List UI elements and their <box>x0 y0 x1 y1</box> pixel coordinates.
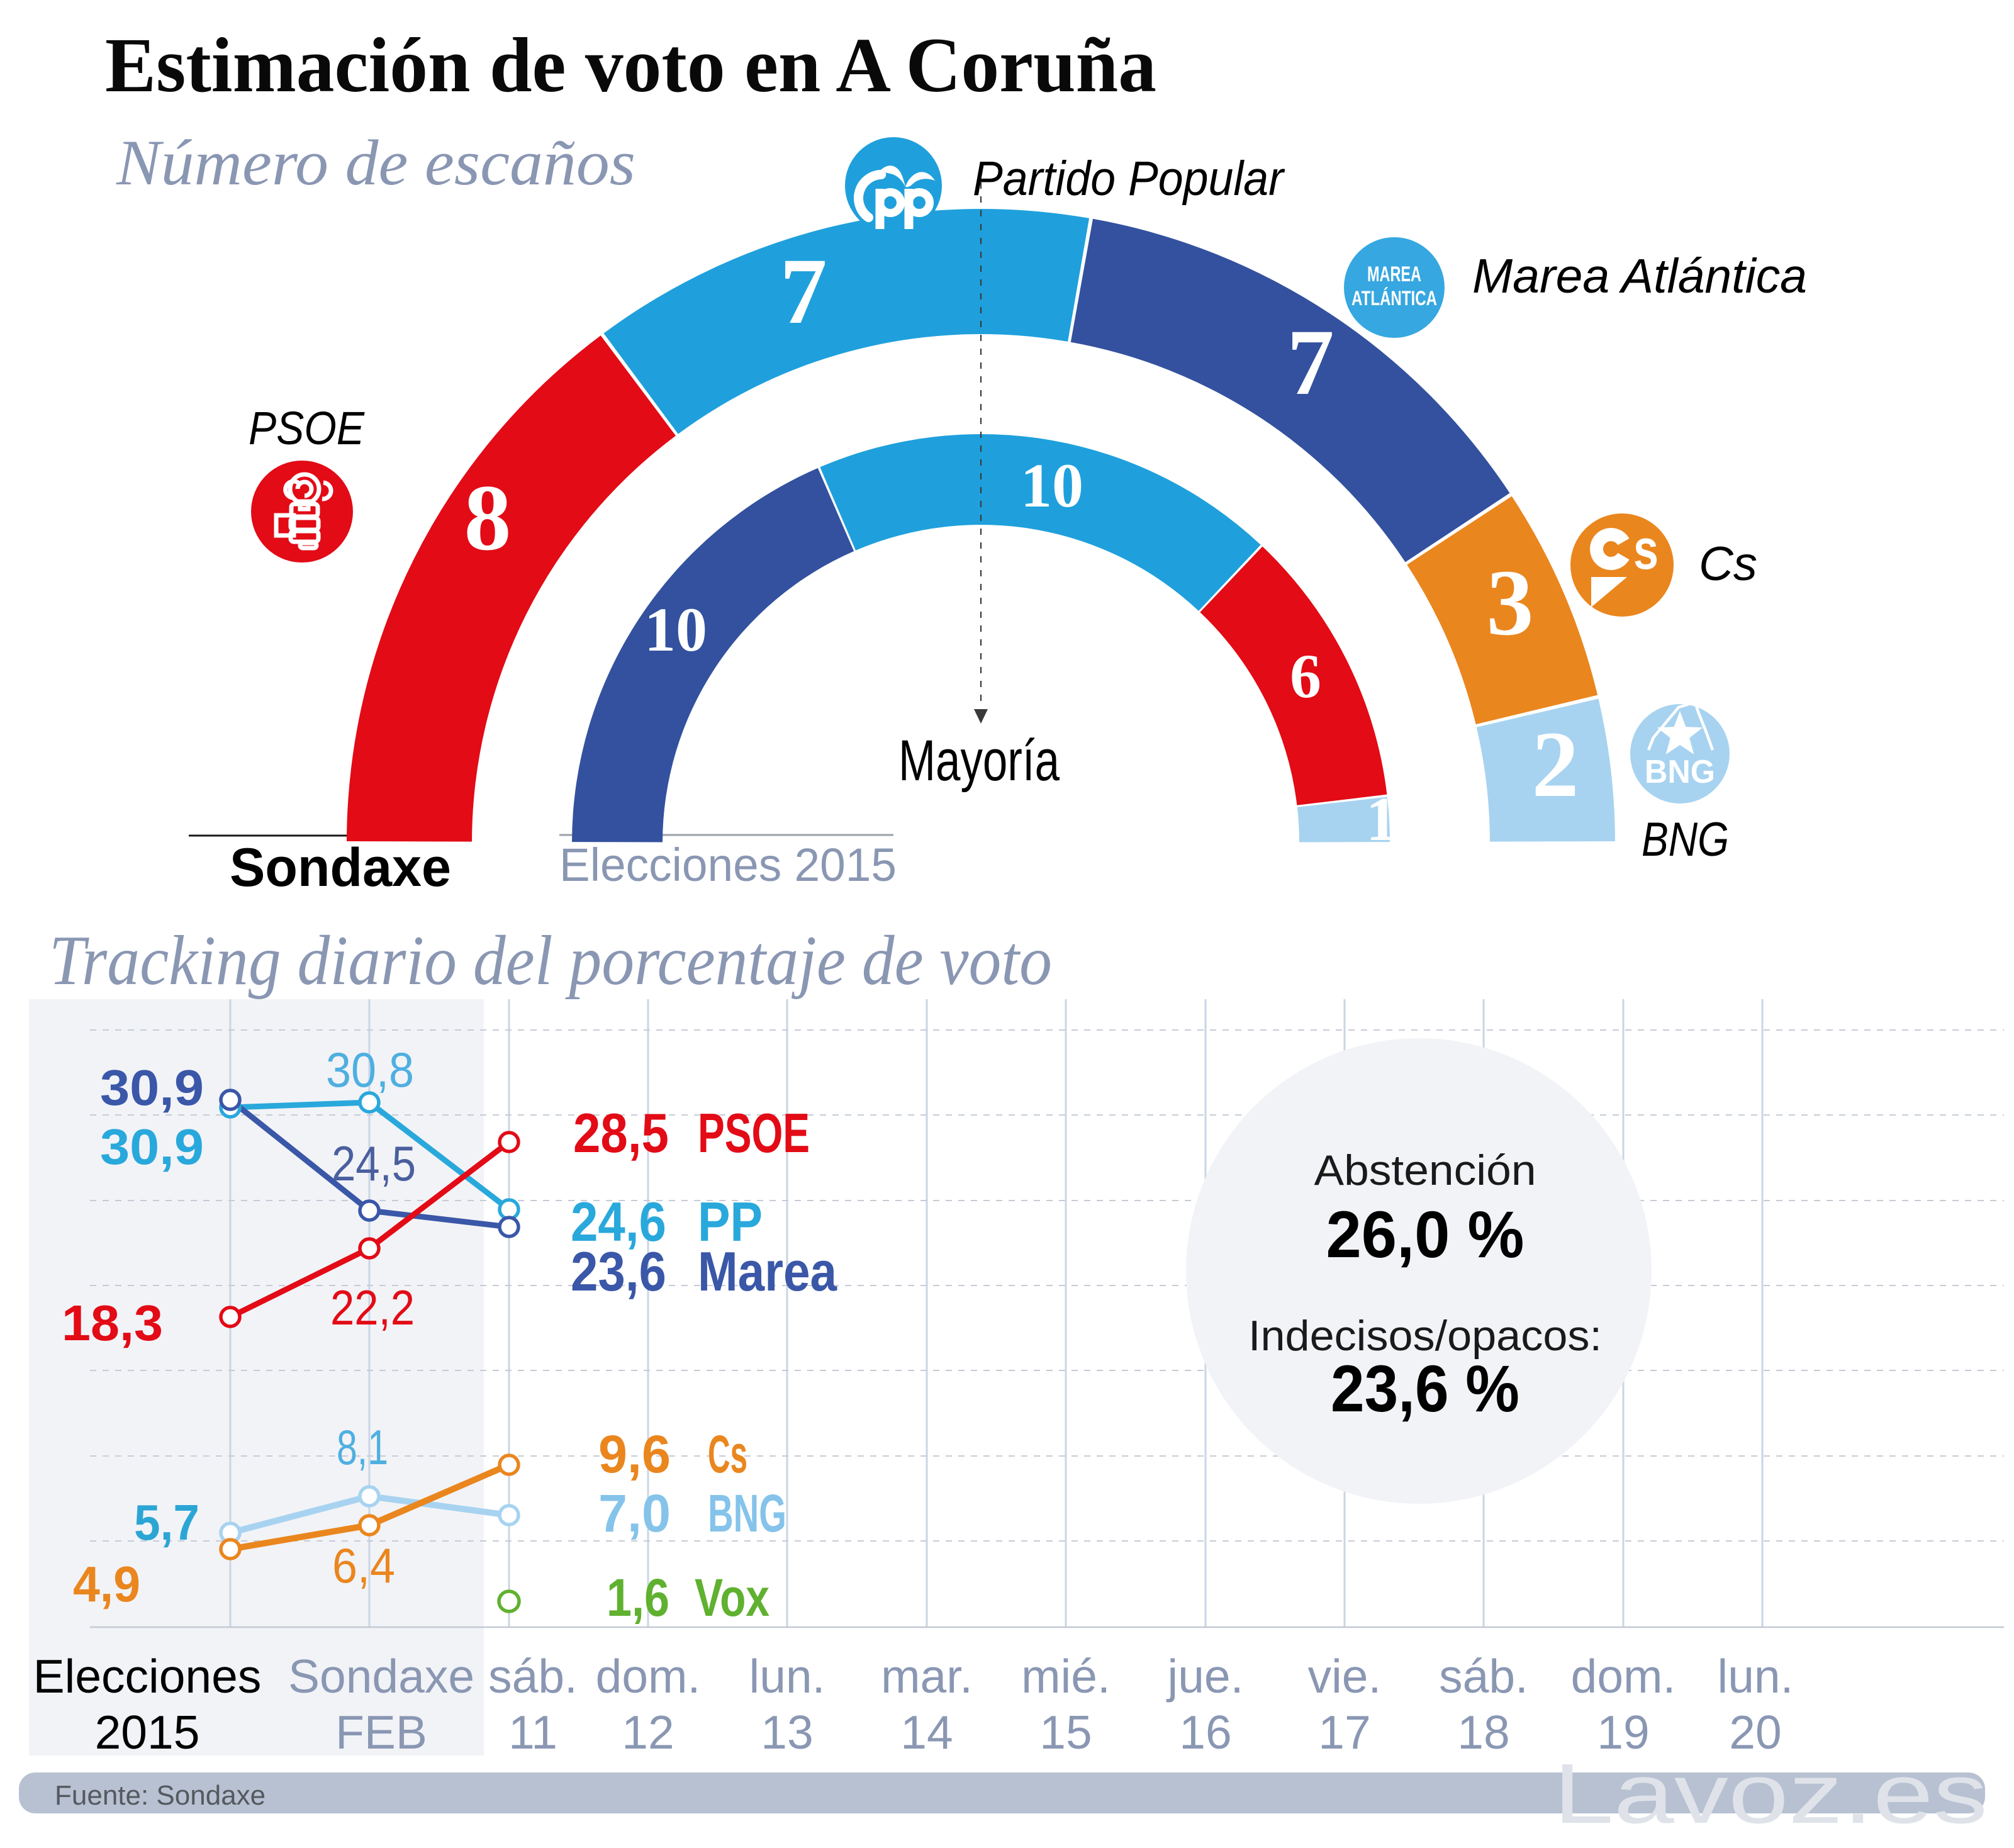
svg-text:Tracking diario del porcentaje: Tracking diario del porcentaje de voto <box>49 922 1052 1000</box>
svg-text:Cs: Cs <box>1699 537 1757 591</box>
svg-text:6,4: 6,4 <box>332 1538 395 1593</box>
svg-text:7: 7 <box>1287 310 1334 415</box>
svg-text:16: 16 <box>1179 1706 1231 1759</box>
svg-text:7: 7 <box>780 239 827 344</box>
svg-text:30,9: 30,9 <box>100 1060 204 1116</box>
svg-text:24,6: 24,6 <box>571 1190 666 1253</box>
svg-text:FEB: FEB <box>335 1706 427 1759</box>
svg-text:Cs: Cs <box>708 1425 747 1484</box>
svg-text:22,2: 22,2 <box>330 1280 415 1335</box>
svg-text:23,6 %: 23,6 % <box>1331 1352 1519 1426</box>
svg-text:18,3: 18,3 <box>62 1295 163 1351</box>
svg-text:s: s <box>1633 518 1659 581</box>
svg-text:20: 20 <box>1729 1706 1781 1759</box>
svg-text:Lavoz.es: Lavoz.es <box>1553 1746 1988 1841</box>
svg-text:4,9: 4,9 <box>73 1556 140 1612</box>
svg-text:Número de escaños: Número de escaños <box>116 127 635 199</box>
svg-text:mié.: mié. <box>1021 1650 1110 1703</box>
svg-text:Partido Popular: Partido Popular <box>973 152 1285 206</box>
svg-text:Estimación de voto en A Coruña: Estimación de voto en A Coruña <box>105 22 1156 108</box>
svg-text:dom.: dom. <box>596 1650 701 1703</box>
svg-text:dom.: dom. <box>1571 1650 1676 1703</box>
svg-text:26,0 %: 26,0 % <box>1326 1198 1524 1272</box>
svg-text:BNG: BNG <box>1642 813 1729 866</box>
svg-text:6: 6 <box>1290 641 1321 711</box>
svg-text:Sondaxe: Sondaxe <box>288 1650 474 1703</box>
svg-text:lun.: lun. <box>749 1650 825 1703</box>
svg-text:Marea: Marea <box>698 1240 837 1302</box>
svg-text:lun.: lun. <box>1718 1650 1794 1703</box>
svg-text:Vox: Vox <box>695 1568 769 1627</box>
svg-text:10: 10 <box>644 595 707 664</box>
svg-text:10: 10 <box>1021 451 1083 520</box>
svg-text:sáb.: sáb. <box>488 1650 578 1703</box>
svg-text:2: 2 <box>1532 712 1579 817</box>
svg-text:Mayoría: Mayoría <box>898 729 1060 793</box>
svg-text:Sondaxe: Sondaxe <box>230 837 451 898</box>
svg-text:28,5: 28,5 <box>573 1102 669 1164</box>
svg-text:jue.: jue. <box>1166 1650 1244 1703</box>
svg-text:PSOE: PSOE <box>249 402 365 454</box>
svg-text:Indecisos/opacos:: Indecisos/opacos: <box>1248 1312 1602 1360</box>
svg-text:Elecciones 2015: Elecciones 2015 <box>559 839 897 891</box>
svg-text:12: 12 <box>622 1706 674 1759</box>
svg-text:mar.: mar. <box>881 1650 973 1703</box>
svg-text:ATLÁNTICA: ATLÁNTICA <box>1351 287 1437 310</box>
svg-text:Elecciones: Elecciones <box>33 1650 262 1703</box>
svg-text:Marea Atlántica: Marea Atlántica <box>1472 249 1807 303</box>
svg-text:13: 13 <box>761 1706 813 1759</box>
svg-text:17: 17 <box>1318 1706 1370 1759</box>
svg-text:30,9: 30,9 <box>100 1119 204 1175</box>
svg-text:Abstención: Abstención <box>1314 1146 1536 1194</box>
svg-text:11: 11 <box>508 1706 557 1759</box>
svg-text:PSOE: PSOE <box>698 1102 810 1164</box>
svg-text:sáb.: sáb. <box>1439 1650 1528 1703</box>
svg-text:BNG: BNG <box>708 1484 786 1543</box>
svg-text:7,0: 7,0 <box>598 1484 671 1543</box>
svg-text:19: 19 <box>1597 1706 1649 1759</box>
svg-text:15: 15 <box>1039 1706 1092 1759</box>
svg-text:BNG: BNG <box>1645 754 1715 790</box>
svg-text:3: 3 <box>1487 551 1534 655</box>
svg-text:8: 8 <box>464 466 512 570</box>
svg-text:MAREA: MAREA <box>1367 262 1421 286</box>
svg-text:9,6: 9,6 <box>598 1425 671 1484</box>
svg-text:14: 14 <box>900 1706 953 1759</box>
svg-text:vie.: vie. <box>1308 1650 1382 1703</box>
svg-text:2015: 2015 <box>95 1706 200 1759</box>
svg-text:8,1: 8,1 <box>337 1420 388 1475</box>
svg-text:24,5: 24,5 <box>332 1136 416 1191</box>
svg-text:Fuente: Sondaxe: Fuente: Sondaxe <box>55 1780 266 1811</box>
svg-text:30,8: 30,8 <box>326 1042 414 1097</box>
svg-text:1: 1 <box>1366 784 1397 854</box>
svg-text:1,6: 1,6 <box>607 1568 669 1627</box>
svg-text:5,7: 5,7 <box>134 1494 199 1550</box>
svg-text:23,6: 23,6 <box>571 1240 666 1302</box>
svg-text:18: 18 <box>1457 1706 1509 1759</box>
svg-text:PP: PP <box>698 1190 763 1253</box>
